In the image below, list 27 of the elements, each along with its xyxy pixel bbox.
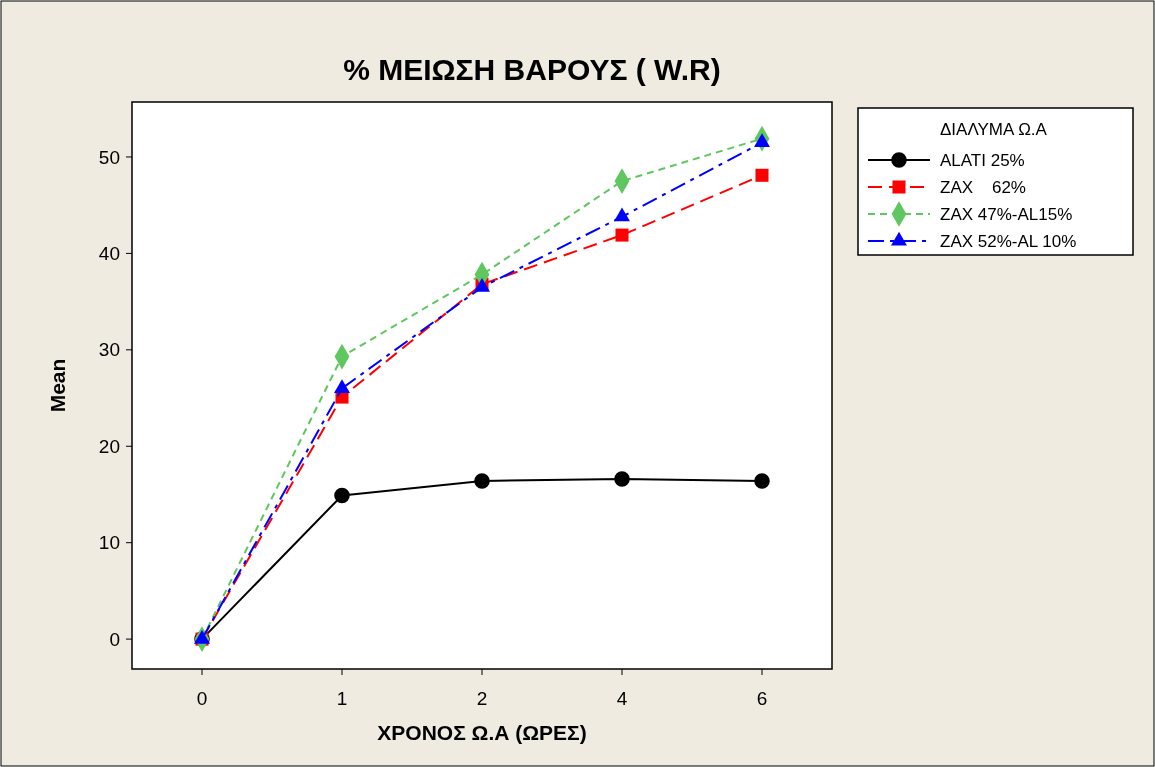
point: [614, 471, 630, 487]
point: [755, 168, 769, 182]
x-tick-label: 0: [196, 688, 208, 709]
legend-label: ALATI 25%: [940, 150, 1025, 170]
chart-title: % ΜΕΙΩΣΗ ΒΑΡΟΥΣ ( W.R): [343, 53, 721, 86]
y-tick-label: 30: [98, 339, 120, 361]
point: [474, 473, 490, 489]
point: [614, 207, 630, 222]
y-tick-label: 40: [98, 243, 120, 265]
x-tick-label: 6: [756, 688, 768, 709]
y-tick-label: 0: [109, 628, 120, 650]
y-axis-title: Mean: [46, 358, 69, 413]
legend-label: ZAX 62%: [940, 177, 1026, 197]
x-tick-label: 1: [336, 688, 348, 709]
legend-label: ZAX 52%-AL 10%: [940, 231, 1077, 251]
x-tick-label: 4: [616, 688, 628, 709]
point: [754, 473, 770, 489]
y-tick-label: 50: [98, 146, 120, 168]
x-tick-label: 2: [476, 688, 488, 709]
legend-title: ΔΙΑΛΥΜΑ Ω.Α: [940, 120, 1048, 139]
y-tick-label: 20: [98, 435, 120, 457]
y-tick-label: 10: [98, 532, 120, 554]
point: [334, 487, 350, 504]
point: [615, 228, 629, 242]
x-axis-title: ΧΡΟΝΟΣ Ω.Α (ΩΡΕΣ): [377, 721, 587, 744]
legend-label: ZAX 47%-AL15%: [940, 204, 1073, 224]
point: [754, 133, 770, 148]
